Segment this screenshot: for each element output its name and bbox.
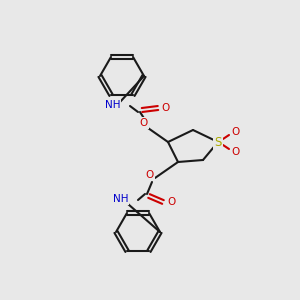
Text: O: O: [231, 127, 239, 137]
Text: O: O: [231, 147, 239, 157]
Text: O: O: [146, 170, 154, 180]
Text: O: O: [140, 118, 148, 128]
Text: O: O: [162, 103, 170, 113]
Text: NH: NH: [112, 194, 128, 204]
Text: O: O: [167, 197, 175, 207]
Text: NH: NH: [104, 100, 120, 110]
Text: S: S: [214, 136, 222, 148]
